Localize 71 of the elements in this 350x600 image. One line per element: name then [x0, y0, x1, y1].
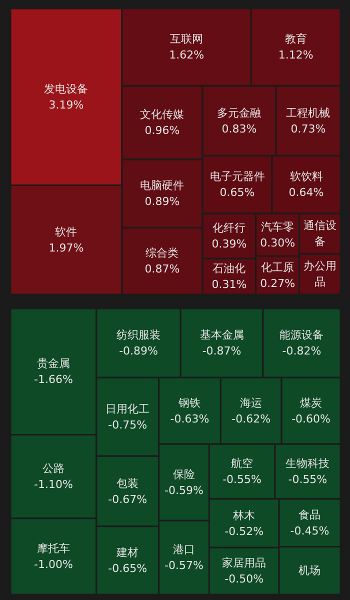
category-label: 电子元器件 — [210, 170, 265, 184]
category-label: 航空 — [231, 457, 254, 470]
category-label: 工程机械 — [286, 106, 330, 120]
category-label: 通信设备 — [303, 219, 336, 248]
data-label: 0.30% — [260, 236, 296, 250]
category-label: 林木 — [232, 508, 256, 522]
data-label: -0.87% — [202, 344, 242, 358]
data-label: -0.55% — [288, 473, 328, 486]
category-label: 机场 — [298, 564, 321, 578]
data-label: -0.62% — [232, 412, 271, 426]
data-label: 0.73% — [290, 122, 326, 136]
category-label: 食品 — [298, 508, 321, 522]
category-label: 软饮料 — [290, 170, 323, 184]
data-label: 1.62% — [169, 48, 204, 62]
category-label: 石油化 — [212, 262, 246, 276]
data-label: 0.31% — [212, 278, 247, 292]
data-label: 1.12% — [278, 48, 314, 62]
data-label: 0.65% — [220, 186, 255, 200]
data-label: 0.27% — [260, 276, 296, 290]
data-label: -0.55% — [222, 473, 262, 486]
data-label: -0.82% — [282, 344, 322, 358]
category-label: 钢铁 — [178, 396, 201, 410]
category-label: 家居用品 — [222, 556, 266, 570]
category-label: 办公用品 — [303, 260, 336, 289]
data-label: -0.45% — [290, 524, 330, 538]
category-label: 多元金融 — [217, 106, 262, 120]
data-label: 0.96% — [144, 124, 180, 138]
data-label: -0.89% — [119, 344, 158, 358]
data-label: -0.75% — [108, 418, 148, 432]
data-label: 0.87% — [144, 262, 180, 276]
category-label: 电脑硬件 — [140, 179, 184, 192]
category-label: 教育 — [284, 32, 307, 46]
data-label: -1.00% — [34, 558, 73, 571]
category-label: 文化传媒 — [140, 108, 184, 122]
data-label: -0.65% — [108, 562, 148, 575]
data-label: 0.89% — [144, 195, 180, 208]
category-label: 生物科技 — [286, 457, 330, 470]
category-label: 建材 — [116, 546, 139, 559]
category-label: 能源设备 — [280, 328, 324, 342]
data-label: -0.59% — [164, 484, 204, 497]
category-label: 软件 — [55, 225, 78, 238]
data-label: 0.64% — [288, 186, 324, 200]
category-label: 海运 — [240, 396, 262, 410]
data-label: 0.39% — [212, 238, 247, 251]
category-label: 煤炭 — [300, 396, 322, 410]
data-label: -0.63% — [170, 412, 210, 426]
data-label: 1.97% — [48, 241, 84, 254]
data-label: -0.50% — [224, 572, 264, 586]
category-label: 汽车零 — [261, 220, 294, 234]
category-label: 综合类 — [146, 246, 179, 260]
data-label: -0.67% — [108, 492, 148, 506]
data-label: 0.83% — [222, 122, 257, 136]
category-label: 纺织服装 — [116, 328, 161, 342]
category-label: 包装 — [116, 476, 139, 490]
data-label: -0.52% — [224, 524, 264, 538]
category-label: 港口 — [173, 543, 196, 556]
data-label: -1.10% — [34, 478, 73, 492]
category-label: 发电设备 — [44, 82, 88, 96]
category-label: 基本金属 — [200, 328, 244, 342]
category-label: 化工原 — [261, 260, 294, 274]
category-label: 贵金属 — [36, 357, 70, 370]
category-label: 互联网 — [170, 32, 204, 46]
category-label: 化纤行 — [212, 222, 246, 235]
data-label: -0.57% — [164, 559, 204, 572]
data-label: -0.60% — [292, 412, 330, 426]
data-label: 3.19% — [48, 98, 84, 112]
category-label: 公路 — [42, 462, 64, 476]
category-label: 日用化工 — [106, 402, 150, 416]
category-label: 摩托车 — [36, 542, 70, 555]
data-label: -1.66% — [34, 373, 73, 386]
category-label: 保险 — [173, 468, 196, 481]
